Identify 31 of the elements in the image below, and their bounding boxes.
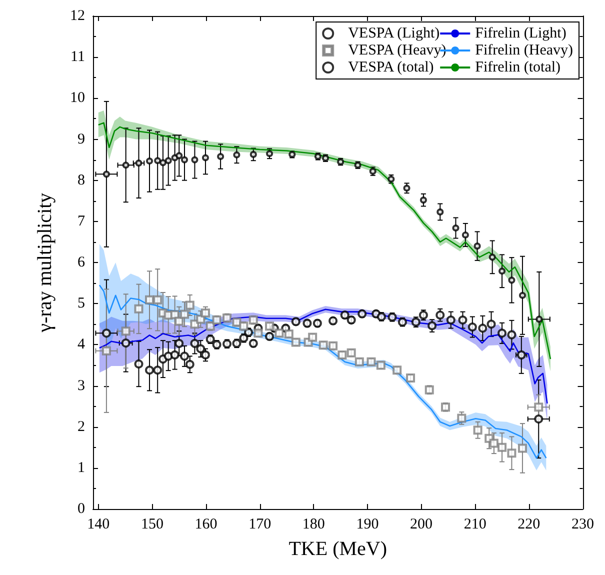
y-tick-label: 5 <box>78 296 85 312</box>
y-tick-label: 0 <box>78 501 85 517</box>
y-tick-label: 3 <box>78 378 85 394</box>
x-tick-label: 210 <box>464 516 486 532</box>
x-tick-label: 220 <box>518 516 540 532</box>
x-tick-label: 190 <box>356 516 379 532</box>
legend-label: VESPA (Heavy) <box>348 42 446 58</box>
y-tick-label: 1 <box>78 460 85 476</box>
y-axis-title: γ-ray multiplicity <box>34 192 56 334</box>
x-tick-label: 150 <box>140 516 164 532</box>
y-tick-label: 2 <box>78 418 85 435</box>
legend-label: Fifrelin (Light) <box>475 26 566 42</box>
x-tick-label: 160 <box>194 516 218 532</box>
legend-label: Fifrelin (total) <box>475 60 561 76</box>
y-tick-label: 11 <box>70 49 85 66</box>
x-tick-label: 200 <box>410 516 433 532</box>
y-tick-label: 7 <box>78 213 86 230</box>
legend-label: VESPA (total) <box>348 60 434 76</box>
y-tick-label: 8 <box>78 172 85 188</box>
y-tick-label: 12 <box>70 8 85 24</box>
x-tick-label: 170 <box>248 516 272 532</box>
x-tick-label: 230 <box>572 516 594 532</box>
y-tick-label: 6 <box>78 254 86 270</box>
x-tick-label: 180 <box>302 516 325 532</box>
y-tick-label: 9 <box>78 131 85 148</box>
x-axis-title: TKE (MeV) <box>288 538 388 560</box>
legend-label: VESPA (Light) <box>348 26 440 42</box>
y-tick-label: 10 <box>70 90 85 106</box>
x-tick-label: 140 <box>87 516 110 532</box>
y-tick-label: 4 <box>78 336 86 353</box>
legend-label: Fifrelin (Heavy) <box>475 42 574 58</box>
